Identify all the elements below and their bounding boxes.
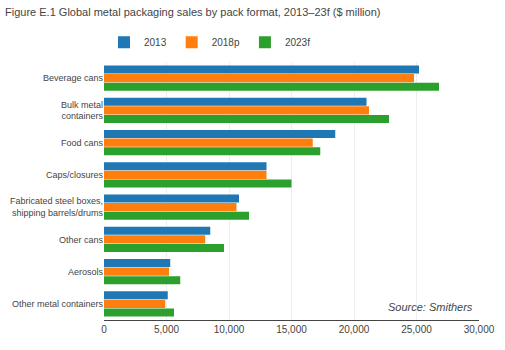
svg-text:2023f: 2023f [285, 37, 310, 48]
svg-text:Aerosols: Aerosols [68, 267, 104, 277]
svg-text:Food cans: Food cans [61, 138, 104, 148]
svg-text:Bulk metalcontainers: Bulk metalcontainers [61, 100, 104, 122]
svg-text:15,000: 15,000 [276, 324, 307, 335]
svg-text:25,000: 25,000 [401, 324, 432, 335]
svg-text:2018p: 2018p [212, 37, 240, 48]
svg-text:10,000: 10,000 [214, 324, 245, 335]
svg-text:20,000: 20,000 [339, 324, 370, 335]
svg-text:Fabricated steel boxes,shippin: Fabricated steel boxes,shipping barrels/… [10, 196, 104, 218]
svg-text:Other cans: Other cans [59, 235, 104, 245]
svg-text:5,000: 5,000 [154, 324, 179, 335]
svg-text:0: 0 [101, 324, 107, 335]
svg-text:Caps/closures: Caps/closures [46, 170, 104, 180]
svg-text:30,000: 30,000 [464, 324, 495, 335]
svg-text:2013: 2013 [144, 37, 167, 48]
svg-text:Beverage cans: Beverage cans [43, 73, 104, 83]
svg-text:Other metal containers: Other metal containers [12, 299, 104, 309]
svg-text:Figure E.1 Global metal packag: Figure E.1 Global metal packaging sales … [5, 6, 380, 18]
svg-text:Source: Smithers: Source: Smithers [388, 301, 473, 313]
